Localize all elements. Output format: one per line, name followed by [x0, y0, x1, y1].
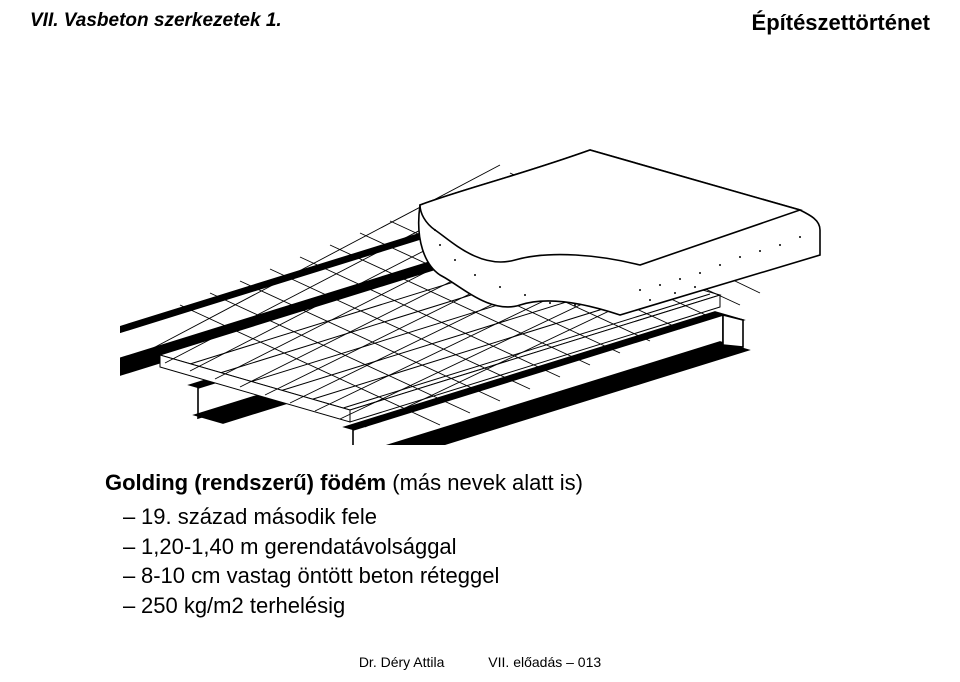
bullet-list: 19. század második fele 1,20-1,40 m gere…: [105, 502, 900, 621]
slide-page: VII. Vasbeton szerkezetek 1. Építészettö…: [0, 0, 960, 682]
content-title: Golding (rendszerű) födém (más nevek ala…: [105, 470, 900, 496]
figure-concrete-slab: [120, 55, 840, 445]
footer-author: Dr. Déry Attila: [359, 654, 445, 670]
bullet-item: 8-10 cm vastag öntött beton réteggel: [123, 561, 900, 591]
header-left: VII. Vasbeton szerkezetek 1.: [30, 10, 282, 32]
header-right: Építészettörténet: [752, 10, 930, 36]
footer-lecture: VII. előadás – 013: [488, 654, 601, 670]
title-bold: Golding (rendszerű) födém: [105, 470, 386, 495]
header: VII. Vasbeton szerkezetek 1. Építészettö…: [30, 10, 930, 36]
footer: Dr. Déry Attila VII. előadás – 013: [0, 654, 960, 670]
bullet-item: 1,20-1,40 m gerendatávolsággal: [123, 532, 900, 562]
title-plain: (más nevek alatt is): [386, 470, 583, 495]
bullet-item: 250 kg/m2 terhelésig: [123, 591, 900, 621]
bullet-item: 19. század második fele: [123, 502, 900, 532]
content: Golding (rendszerű) födém (más nevek ala…: [105, 470, 900, 621]
